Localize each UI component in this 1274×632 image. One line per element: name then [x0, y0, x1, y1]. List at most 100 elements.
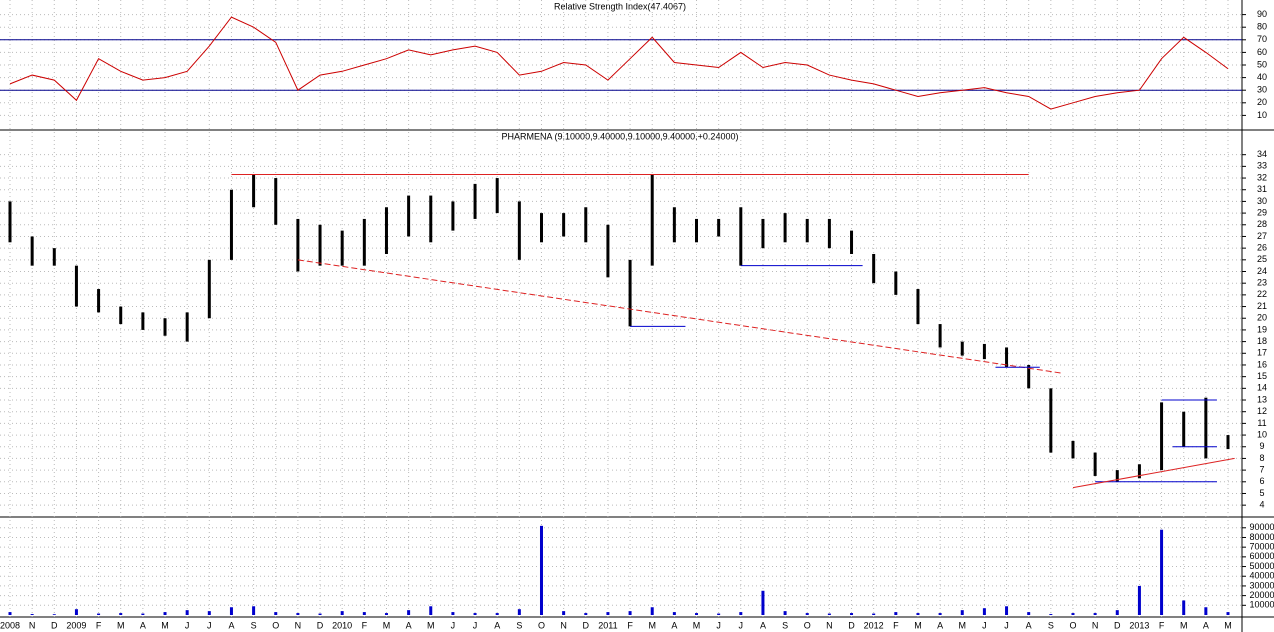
volume-bar — [1005, 606, 1009, 615]
volume-bar — [1137, 585, 1141, 615]
x-tick-label: F — [96, 620, 102, 630]
y-tick-label: 24 — [1257, 266, 1267, 276]
y-tick-label: 70000 — [1249, 542, 1274, 552]
y-tick-label: 25 — [1257, 254, 1267, 264]
volume-bar — [1071, 613, 1075, 615]
volume-bar — [850, 613, 854, 615]
x-tick-label: A — [671, 620, 677, 630]
x-tick-label: A — [1026, 620, 1032, 630]
volume-bar — [495, 613, 499, 615]
volume-bar — [340, 611, 344, 615]
y-tick-label: 90 — [1257, 9, 1267, 19]
x-tick-label: 2013 — [1129, 620, 1149, 630]
y-tick-label: 30 — [1257, 196, 1267, 206]
y-tick-label: 4 — [1259, 500, 1264, 510]
volume-bar — [8, 612, 12, 615]
volume-bar — [628, 611, 632, 615]
y-tick-label: 27 — [1257, 231, 1267, 241]
x-tick-label: M — [959, 620, 967, 630]
x-tick-label: 2010 — [332, 620, 352, 630]
x-tick-label: A — [140, 620, 146, 630]
volume-bar — [584, 613, 588, 615]
volume-bar — [1027, 612, 1031, 615]
x-tick-label: F — [627, 620, 633, 630]
y-tick-label: 11 — [1257, 418, 1266, 428]
volume-bar — [451, 612, 455, 615]
y-tick-label: 20 — [1257, 313, 1267, 323]
x-tick-label: J — [716, 620, 721, 630]
y-tick-label: 50 — [1257, 59, 1267, 69]
y-tick-label: 8 — [1259, 453, 1264, 463]
y-tick-label: 40 — [1257, 72, 1267, 82]
volume-bar — [606, 612, 610, 615]
y-tick-label: 80000 — [1249, 532, 1274, 542]
volume-bar — [717, 613, 721, 615]
volume-bar — [916, 613, 920, 615]
volume-bar — [97, 613, 101, 615]
x-tick-label: M — [161, 620, 169, 630]
volume-bar — [517, 609, 521, 615]
y-tick-label: 60 — [1257, 47, 1267, 57]
volume-bar — [163, 612, 167, 615]
volume-bar — [695, 613, 699, 615]
y-tick-label: 30 — [1257, 85, 1267, 95]
y-tick-label: 10 — [1257, 110, 1267, 120]
x-tick-label: N — [29, 620, 36, 630]
volume-bar — [362, 612, 366, 615]
y-tick-label: 17 — [1257, 348, 1267, 358]
x-tick-label: O — [538, 620, 545, 630]
volume-bar — [539, 525, 543, 615]
y-tick-label: 31 — [1257, 184, 1267, 194]
volume-bar — [1160, 529, 1164, 615]
x-tick-label: J — [451, 620, 456, 630]
x-tick-label: F — [1159, 620, 1165, 630]
x-tick-label: S — [251, 620, 257, 630]
x-tick-label: S — [782, 620, 788, 630]
volume-bar — [1204, 607, 1208, 615]
x-tick-label: D — [848, 620, 855, 630]
x-tick-label: S — [1048, 620, 1054, 630]
volume-bar — [207, 611, 211, 615]
y-tick-label: 32 — [1257, 172, 1267, 182]
volume-bar — [783, 611, 787, 615]
x-tick-label: A — [494, 620, 500, 630]
x-tick-label: D — [51, 620, 58, 630]
volume-bar — [739, 612, 743, 615]
x-tick-label: N — [295, 620, 302, 630]
x-tick-label: M — [383, 620, 391, 630]
y-tick-label: 7 — [1259, 464, 1264, 474]
rsi-line — [9, 16, 1229, 110]
volume-bar — [1226, 612, 1230, 615]
x-tick-label: N — [826, 620, 833, 630]
price-title: PHARMENA (9.10000,9.40000,9.10000,9.4000… — [502, 131, 739, 141]
x-tick-label: M — [1180, 620, 1188, 630]
y-tick-label: 23 — [1257, 278, 1267, 288]
x-tick-label: O — [804, 620, 811, 630]
y-tick-label: 10000 — [1249, 600, 1274, 610]
x-tick-label: F — [893, 620, 899, 630]
y-tick-label: 15 — [1257, 371, 1267, 381]
x-tick-label: J — [473, 620, 478, 630]
volume-bar — [1182, 600, 1186, 615]
volume-bar — [761, 590, 765, 615]
y-tick-label: 9 — [1259, 441, 1264, 451]
y-tick-label: 12 — [1257, 406, 1267, 416]
y-tick-label: 22 — [1257, 289, 1267, 299]
volume-bar — [119, 613, 123, 615]
x-tick-label: A — [937, 620, 943, 630]
x-tick-label: 2008 — [0, 620, 20, 630]
volume-bar — [672, 612, 676, 615]
volume-bar — [1049, 614, 1053, 615]
volume-bar — [650, 607, 654, 615]
y-tick-label: 21 — [1257, 301, 1267, 311]
x-tick-label: N — [1092, 620, 1099, 630]
volume-bar — [805, 613, 809, 615]
x-tick-label: S — [516, 620, 522, 630]
x-tick-label: J — [185, 620, 190, 630]
volume-bar — [894, 612, 898, 615]
y-tick-label: 20000 — [1249, 590, 1274, 600]
x-tick-label: A — [1203, 620, 1209, 630]
volume-bar — [229, 607, 233, 615]
